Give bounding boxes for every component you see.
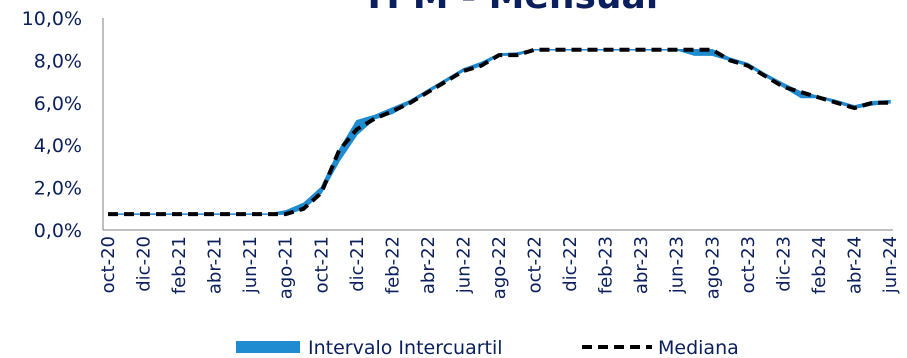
x-tick-label: dic-21 [347, 236, 368, 292]
x-tick-label: abr-23 [631, 236, 652, 294]
y-tick-label: 4,0% [34, 135, 82, 157]
x-tick-label: jun-23 [667, 236, 688, 294]
x-tick-label: oct-23 [738, 236, 759, 293]
x-tick-label: jun-21 [240, 236, 261, 294]
x-tick-label: oct-22 [525, 236, 546, 293]
y-tick-label: 10,0% [22, 8, 82, 30]
legend-label-mediana: Mediana [658, 337, 739, 358]
legend-swatch-intervalo [236, 341, 300, 353]
x-tick-label: feb-23 [596, 236, 617, 294]
series-mediana-line [108, 47, 890, 217]
x-tick-label: ago-22 [489, 236, 510, 299]
x-tick-label: abr-21 [205, 236, 226, 294]
x-tick-label: dic-20 [134, 236, 155, 292]
x-tick-label: oct-21 [311, 236, 332, 293]
x-tick-label: jun-24 [880, 236, 901, 294]
x-tick-label: abr-24 [844, 236, 865, 294]
y-tick-label: 6,0% [34, 93, 82, 115]
chart-title: TPM - Mensual [362, 0, 658, 17]
x-tick-label: feb-24 [809, 236, 830, 294]
x-tick-label: dic-23 [773, 236, 794, 292]
x-tick-label: oct-20 [98, 236, 119, 293]
x-tick-label: feb-22 [382, 236, 403, 294]
x-tick-label: jun-22 [453, 236, 474, 294]
x-tick-label: ago-23 [702, 236, 723, 299]
series-intervalo-band [108, 49, 891, 215]
x-tick-label: feb-21 [169, 236, 190, 294]
x-tick-label: abr-22 [418, 236, 439, 294]
y-tick-label: 0,0% [34, 220, 82, 242]
y-tick-label: 8,0% [34, 50, 82, 72]
legend-label-intervalo: Intervalo Intercuartil [308, 337, 503, 358]
x-tick-label: dic-22 [560, 236, 581, 292]
legend: Intervalo Intercuartil Mediana [236, 337, 739, 358]
x-tick-label: ago-21 [276, 236, 297, 299]
y-tick-label: 2,0% [34, 178, 82, 200]
